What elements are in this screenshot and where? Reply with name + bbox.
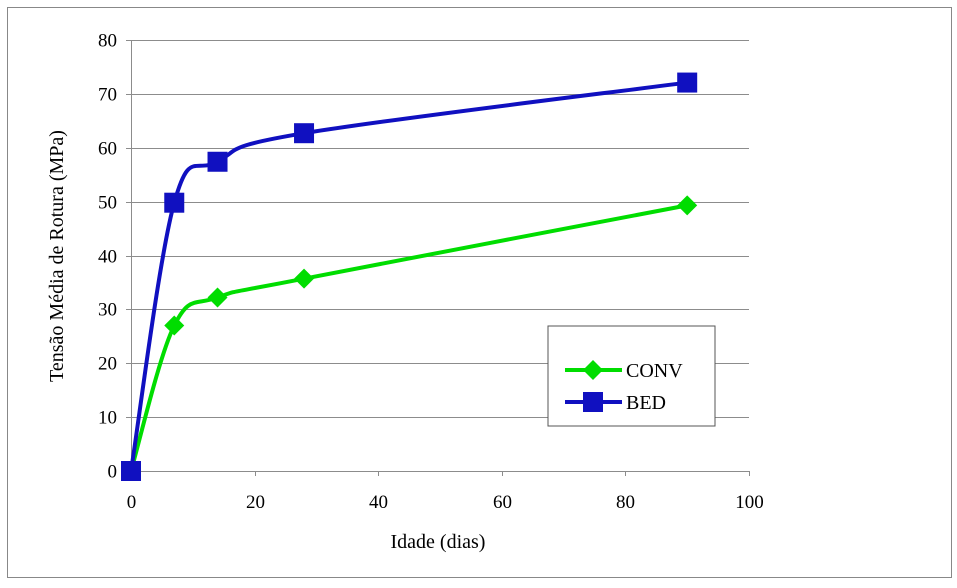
legend: CONV BED <box>547 325 716 427</box>
data-point-conv <box>207 287 228 308</box>
data-point-bed <box>677 72 698 93</box>
y-tick-label: 70 <box>98 85 117 106</box>
legend-marker <box>583 360 603 380</box>
data-point-bed <box>164 192 185 213</box>
x-tick-label: 20 <box>246 492 265 513</box>
x-tick-label: 40 <box>369 492 388 513</box>
data-point-bed <box>207 151 228 172</box>
y-tick-label: 10 <box>98 408 117 429</box>
data-point-bed <box>294 123 315 144</box>
y-tick-label: 80 <box>98 31 117 52</box>
y-tick-label: 50 <box>98 193 117 214</box>
legend-entry-bed: BED <box>565 392 666 414</box>
data-point-bed <box>121 461 141 481</box>
series <box>121 72 698 481</box>
y-tick-label: 30 <box>98 300 117 321</box>
series-line-conv <box>129 203 688 472</box>
series-bed <box>121 72 698 481</box>
legend-box <box>547 325 716 427</box>
x-tick-label: 60 <box>493 492 512 513</box>
x-tick-label: 100 <box>735 492 764 513</box>
data-point-conv <box>294 268 315 289</box>
x-tick-label: 80 <box>616 492 635 513</box>
y-tick-label: 20 <box>98 354 117 375</box>
y-axis-title: Tensão Média de Rotura (MPa) <box>46 130 68 382</box>
legend-marker <box>583 392 603 412</box>
legend-entry-conv: CONV <box>565 360 683 382</box>
y-tick-label: 40 <box>98 247 117 268</box>
legend-label: BED <box>626 392 666 414</box>
y-tick-label: 0 <box>108 462 118 483</box>
axes: 0 10 20 30 40 50 60 70 80 0 20 40 60 80 100 <box>98 31 764 514</box>
x-axis-title: Idade (dias) <box>391 531 486 553</box>
data-point-conv <box>677 195 698 216</box>
legend-label: CONV <box>626 360 683 382</box>
y-tick-label: 60 <box>98 139 117 160</box>
data-point-conv <box>164 315 185 336</box>
chart-frame <box>7 7 952 578</box>
x-tick-label: 0 <box>127 492 137 513</box>
